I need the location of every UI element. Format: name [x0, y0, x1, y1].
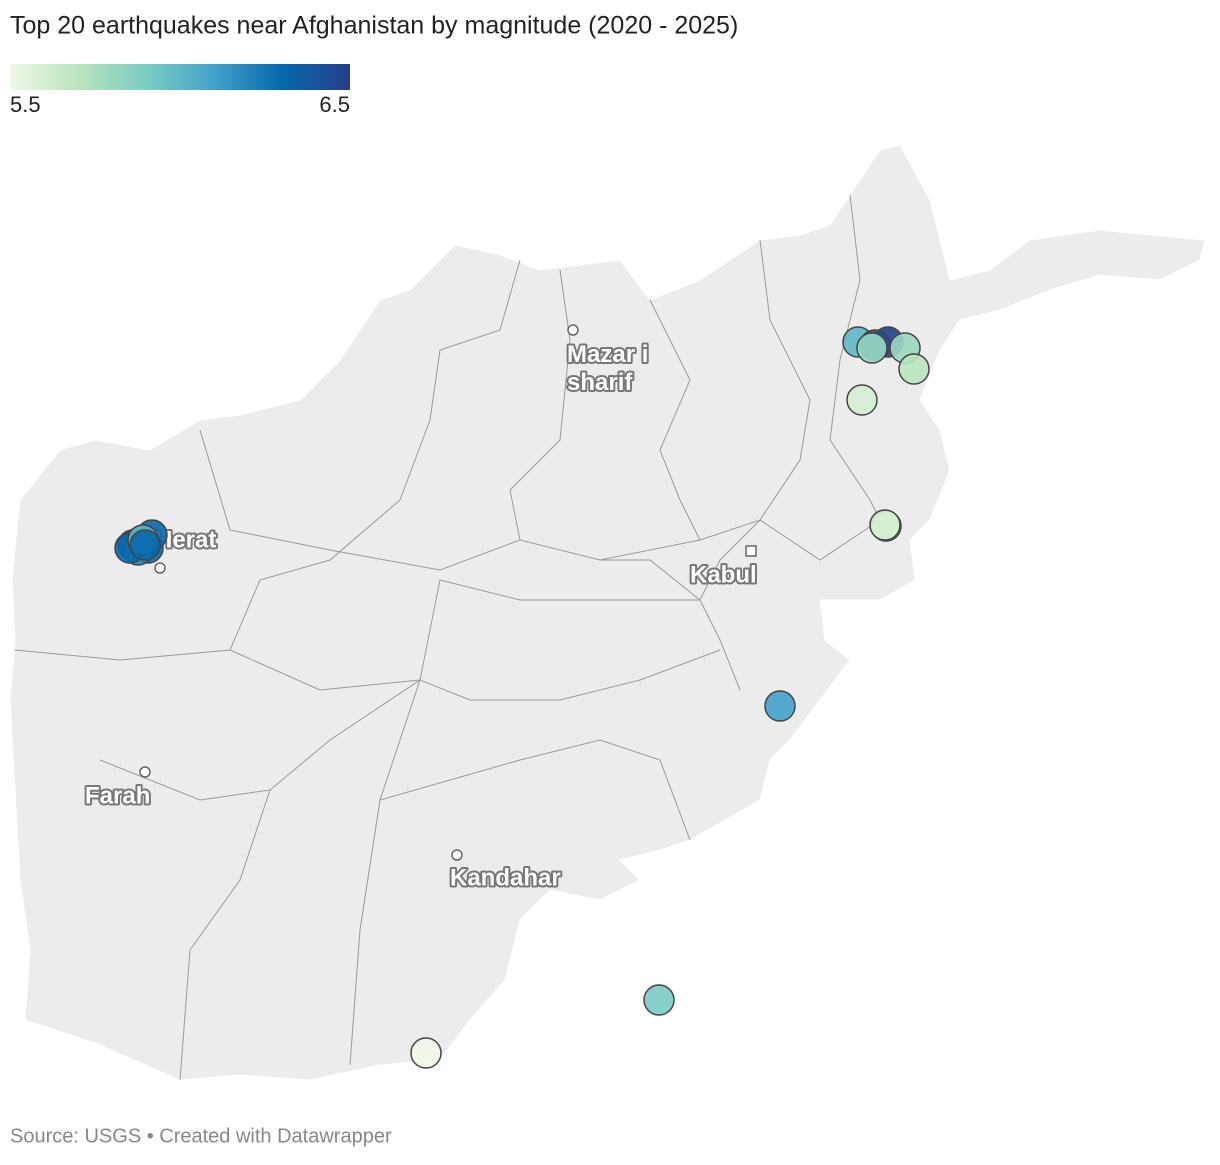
- earthquake: [846, 384, 878, 416]
- earthquake: [643, 984, 675, 1016]
- earthquake: [410, 1037, 442, 1069]
- earthquake: [898, 353, 930, 385]
- city-marker: [745, 545, 757, 557]
- colorbar: [10, 64, 350, 90]
- country-shape: [9, 144, 1206, 1081]
- earthquakes: [114, 326, 930, 1069]
- title: Top 20 earthquakes near Afghanistan by m…: [10, 12, 738, 40]
- city-label: Farah: [85, 782, 150, 809]
- colorbar-max: 6.5: [319, 92, 350, 117]
- colorbar-min: 5.5: [10, 92, 41, 117]
- earthquake: [129, 529, 161, 561]
- city-marker: [154, 562, 166, 574]
- city-marker: [567, 324, 579, 336]
- province-borders: [14, 194, 881, 1081]
- city-marker: [139, 766, 151, 778]
- city-marker: [451, 849, 463, 861]
- city-label: Kandahar: [450, 864, 561, 891]
- earthquake: [856, 332, 888, 364]
- source: Source: USGS • Created with Datawrapper: [10, 1125, 392, 1147]
- city-label: Kabul: [690, 561, 757, 588]
- earthquake: [869, 509, 901, 541]
- city-label: Mazar i sharif: [567, 341, 648, 396]
- earthquake: [764, 690, 796, 722]
